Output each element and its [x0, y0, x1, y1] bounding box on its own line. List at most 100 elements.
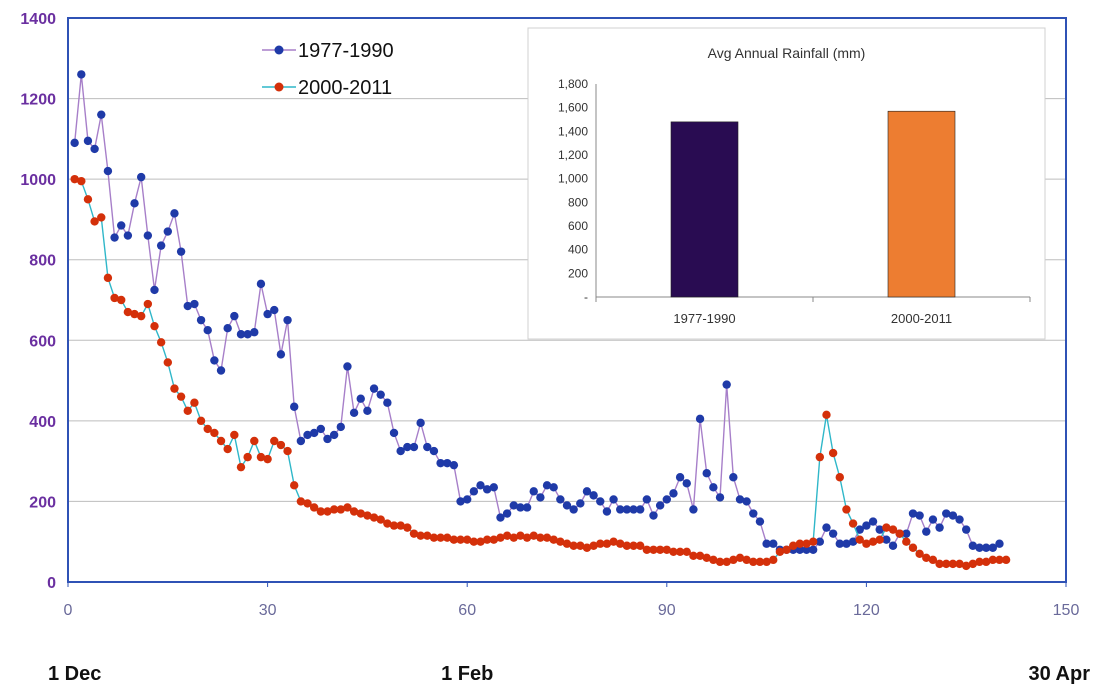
- data-point: [456, 497, 465, 506]
- data-point: [596, 539, 605, 548]
- data-point: [689, 551, 698, 561]
- data-point: [290, 481, 299, 490]
- data-point: [981, 557, 991, 567]
- data-point: [329, 505, 339, 514]
- inset-y-tick-label: 600: [568, 219, 588, 233]
- data-point: [542, 533, 552, 542]
- data-point: [336, 422, 345, 432]
- inset-y-tick-label: 400: [568, 243, 588, 257]
- data-point: [522, 533, 532, 542]
- data-point: [389, 428, 399, 438]
- data-point: [476, 537, 485, 546]
- data-point: [735, 495, 745, 504]
- data-point: [828, 448, 838, 458]
- data-point: [722, 380, 731, 389]
- data-point: [749, 509, 758, 518]
- data-point: [309, 503, 319, 512]
- data-point: [549, 535, 558, 544]
- data-point: [702, 553, 711, 563]
- data-point: [908, 509, 918, 518]
- data-point: [675, 547, 685, 556]
- data-point: [196, 315, 206, 325]
- data-point: [935, 559, 944, 569]
- data-point: [802, 539, 811, 548]
- data-point: [256, 452, 266, 462]
- data-point: [536, 493, 545, 502]
- inset-y-tick-label: 1,200: [558, 148, 588, 162]
- x-tick-label: 0: [64, 602, 73, 619]
- data-point: [709, 483, 718, 492]
- data-point: [383, 398, 392, 407]
- data-point: [496, 513, 505, 522]
- data-point: [176, 247, 186, 256]
- data-point: [942, 559, 951, 569]
- data-point: [216, 436, 226, 446]
- data-point: [529, 531, 538, 540]
- data-point: [170, 384, 179, 393]
- data-point: [190, 299, 199, 309]
- date-labels: 1 Dec 1 Feb 30 Apr: [48, 663, 1090, 685]
- data-point: [343, 503, 352, 512]
- data-point: [536, 533, 545, 542]
- data-point: [316, 507, 326, 516]
- data-point: [808, 537, 818, 546]
- data-point: [709, 555, 718, 565]
- data-point: [323, 434, 332, 444]
- data-point: [815, 537, 825, 546]
- data-point: [649, 545, 658, 554]
- data-point: [702, 469, 711, 478]
- data-point: [389, 521, 399, 530]
- data-point: [243, 452, 252, 462]
- inset-category-label: 1977-1990: [673, 311, 735, 326]
- data-point: [848, 537, 858, 546]
- data-point: [729, 473, 738, 482]
- data-point: [403, 442, 412, 452]
- data-point: [855, 525, 864, 534]
- data-point: [662, 495, 671, 504]
- data-point: [376, 515, 385, 524]
- x-tick-label: 60: [458, 602, 476, 619]
- data-point: [782, 545, 791, 554]
- data-point: [935, 523, 944, 532]
- series-2000-2011: [70, 174, 1011, 571]
- data-point: [176, 392, 186, 401]
- data-point: [562, 501, 572, 510]
- data-point: [875, 535, 884, 544]
- data-point: [942, 509, 951, 518]
- data-point: [509, 533, 518, 542]
- data-point: [143, 231, 153, 240]
- data-point: [542, 481, 552, 490]
- data-point: [236, 462, 246, 472]
- data-point: [489, 483, 499, 492]
- data-point: [729, 555, 738, 565]
- data-point: [689, 505, 698, 514]
- data-point: [635, 505, 645, 514]
- data-point: [695, 414, 705, 424]
- data-point: [908, 543, 918, 552]
- data-point: [250, 436, 259, 446]
- data-point: [516, 503, 525, 512]
- data-point: [356, 509, 365, 518]
- plot-frame: [67, 17, 1067, 583]
- data-point: [582, 543, 592, 552]
- data-point: [669, 489, 678, 498]
- data-point: [482, 535, 492, 544]
- data-point: [556, 537, 565, 546]
- data-point: [655, 501, 665, 510]
- data-point: [868, 537, 878, 546]
- data-point: [150, 285, 159, 295]
- data-point: [276, 440, 286, 450]
- data-point: [110, 293, 119, 303]
- data-point: [968, 559, 978, 569]
- data-point: [835, 539, 844, 548]
- data-point: [156, 338, 166, 347]
- data-point: [183, 406, 192, 415]
- inset-y-tick-label: 800: [568, 195, 588, 209]
- data-point: [290, 402, 299, 411]
- data-point: [436, 533, 445, 542]
- legend-label: 2000-2011: [298, 77, 392, 99]
- data-point: [902, 537, 911, 546]
- data-point: [629, 505, 638, 514]
